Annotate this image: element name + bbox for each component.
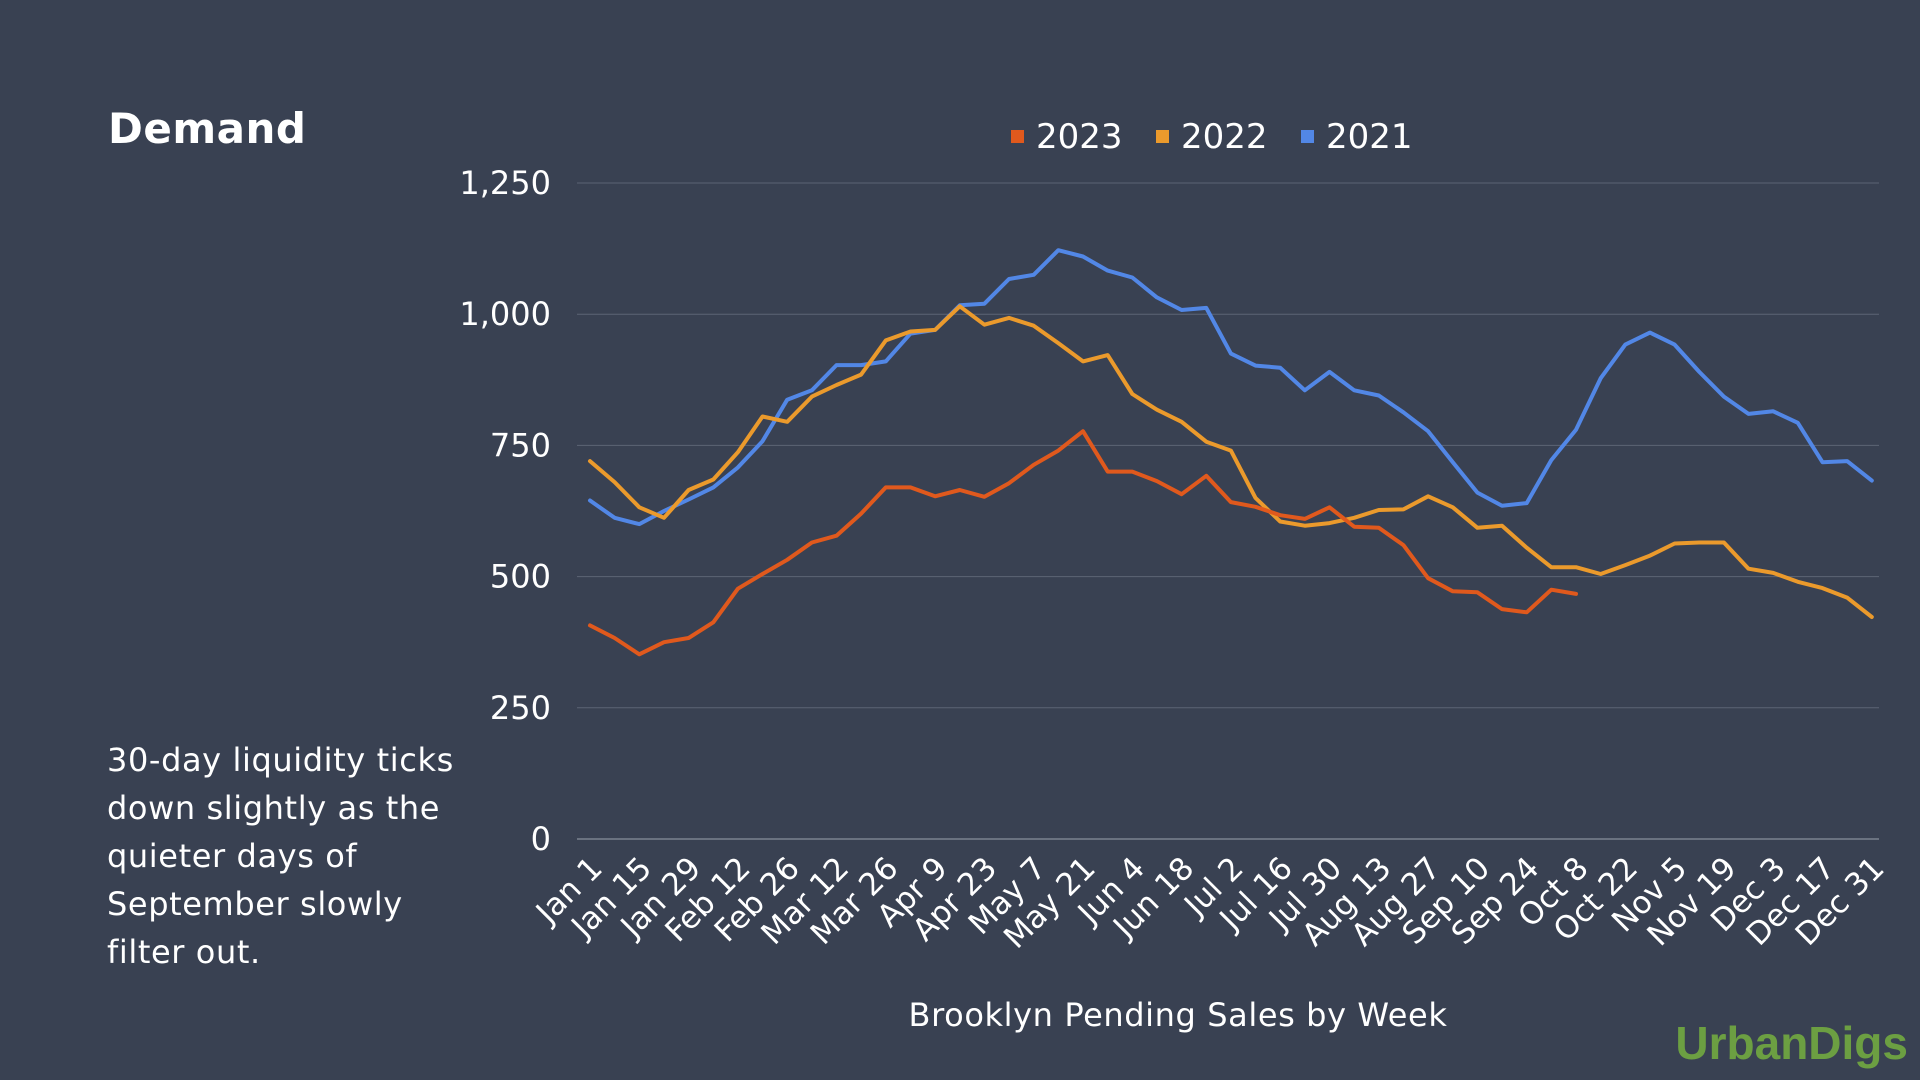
y-tick-label: 500 [490, 558, 551, 596]
y-tick-label: 1,250 [459, 164, 551, 202]
y-axis-tick-labels: 0 250 500 750 1,000 1,250 [459, 164, 551, 858]
legend-swatch-2023 [1011, 130, 1024, 143]
legend-swatch-2021 [1301, 130, 1314, 143]
y-tick-label: 750 [490, 426, 551, 464]
series-line-2023 [588, 429, 1578, 657]
page-title: Demand [108, 104, 307, 153]
legend-label-2023: 2023 [1036, 117, 1123, 157]
chart-description: 30-day liquidity ticks down slightly as … [107, 741, 454, 971]
brand-logo: UrbanDigs [1675, 1017, 1908, 1069]
legend-label-2022: 2022 [1181, 117, 1268, 157]
y-tick-label: 0 [531, 820, 551, 858]
legend-label-2021: 2021 [1326, 117, 1413, 157]
series-layer [588, 248, 1874, 657]
y-tick-label: 1,000 [459, 295, 551, 333]
legend: 2023 2022 2021 [1011, 117, 1413, 157]
series-line-2022 [588, 304, 1874, 619]
legend-swatch-2022 [1156, 130, 1169, 143]
x-axis-title: Brooklyn Pending Sales by Week [909, 996, 1448, 1034]
y-tick-label: 250 [490, 689, 551, 727]
series-line-2021 [588, 248, 1874, 527]
grid-layer [577, 182, 1879, 840]
